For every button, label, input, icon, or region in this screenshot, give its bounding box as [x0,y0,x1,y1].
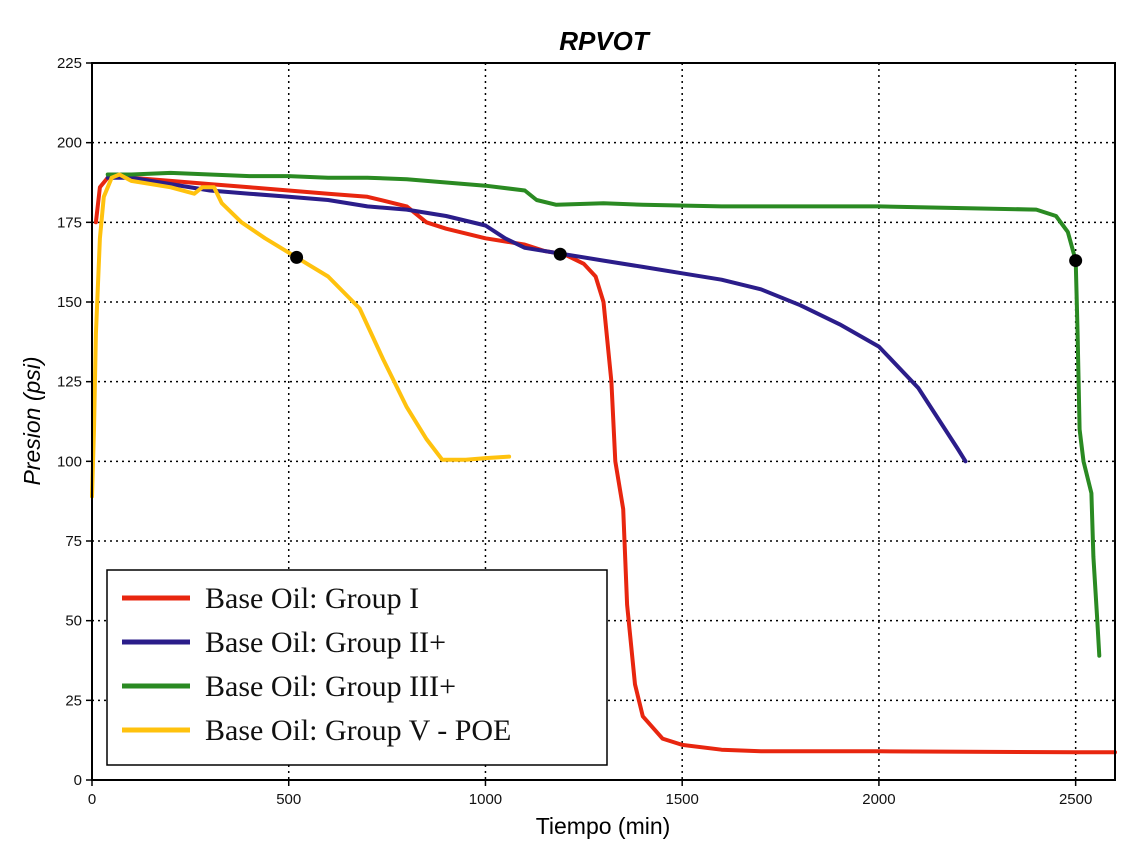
x-tick-label: 500 [276,791,301,808]
y-axis-label: Presion (psi) [19,356,45,485]
x-tick-label: 0 [88,791,96,808]
x-tick-label: 2000 [862,791,895,808]
axis-ticks: 0 500 1000 1500 2000 2500 0 25 50 75 100 125 150 175 2… [57,55,1092,808]
x-tick-label: 2500 [1059,791,1092,808]
series-line-2 [105,175,968,464]
plot-frame [91,62,1116,781]
y-tick-label: 0 [74,772,82,789]
marker-point [1069,254,1083,268]
y-tick-label: 75 [65,533,82,550]
y-tick-label: 100 [57,453,82,470]
legend-label: Base Oil: Group I [205,582,419,615]
chart-title: RPVOT [559,26,651,56]
y-tick-label: 125 [57,374,82,391]
y-tick-label: 50 [65,613,82,630]
x-tick-label: 1500 [666,791,699,808]
y-tick-label: 225 [57,55,82,72]
series-line-3 [105,170,1102,658]
marker-point [290,250,304,264]
series-line-4 [90,172,512,499]
y-tick-label: 200 [57,135,82,152]
y-tick-label: 175 [57,214,82,231]
legend-label: Base Oil: Group III+ [205,670,456,703]
x-tick-label: 1000 [469,791,502,808]
markers [290,247,1083,268]
legend-box [106,569,608,766]
legend-label: Base Oil: Group II+ [205,626,446,659]
y-tick-label: 150 [57,294,82,311]
legend-label: Base Oil: Group V - POE [205,714,511,747]
y-tick-label: 25 [65,692,82,709]
x-axis-label: Tiempo (min) [536,813,671,839]
marker-point [553,247,567,261]
legend: Base Oil: Group I Base Oil: Group II+ Base… [106,569,608,766]
